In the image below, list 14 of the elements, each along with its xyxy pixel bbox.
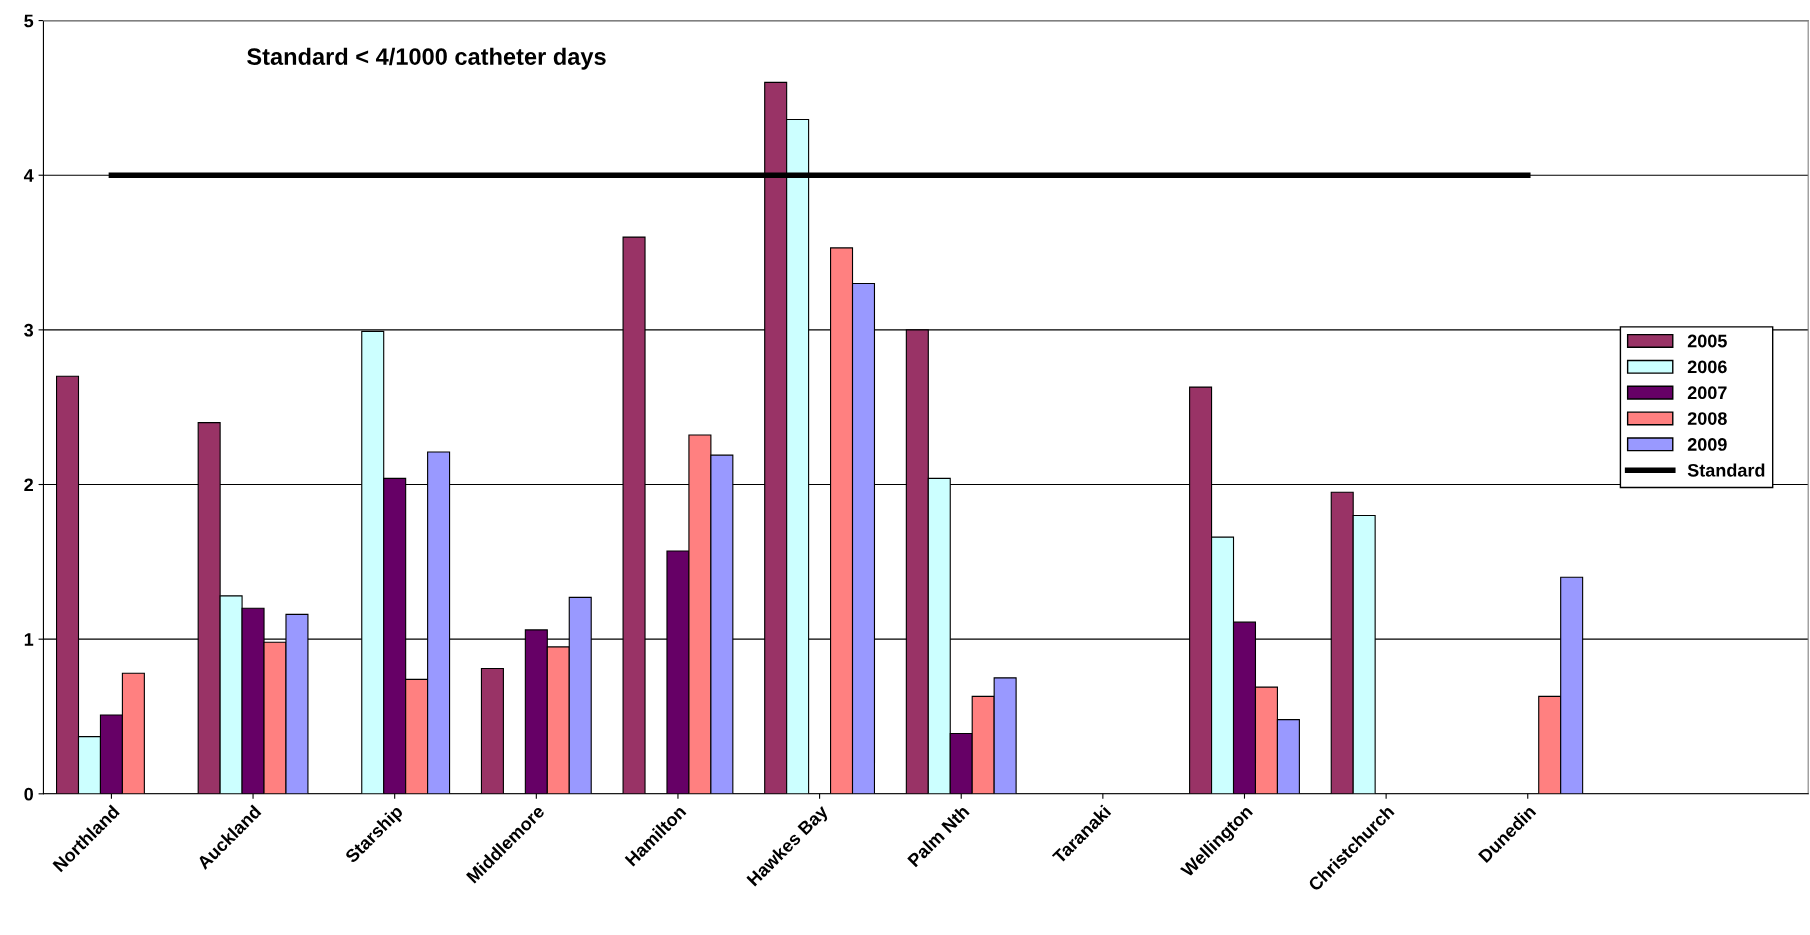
y-tick-label: 3	[24, 323, 34, 337]
y-tick-label: 4	[23, 169, 34, 182]
y-tick-label: 5	[24, 14, 34, 28]
y-tick-label: 1	[24, 633, 34, 646]
legend-label: 2006	[1687, 360, 1727, 374]
legend-label: Standard	[1687, 463, 1765, 477]
annotation: Standard < 4/1000 catheter days	[247, 47, 606, 70]
legend-label: 2009	[1687, 438, 1727, 451]
bar	[480, 667, 504, 794]
legend-label: 2008	[1687, 412, 1727, 425]
legend-label: 2007	[1687, 386, 1727, 400]
y-tick-label: 0	[24, 787, 33, 801]
y-tick-label: 2	[24, 478, 33, 492]
legend-label: 2005	[1687, 334, 1727, 348]
